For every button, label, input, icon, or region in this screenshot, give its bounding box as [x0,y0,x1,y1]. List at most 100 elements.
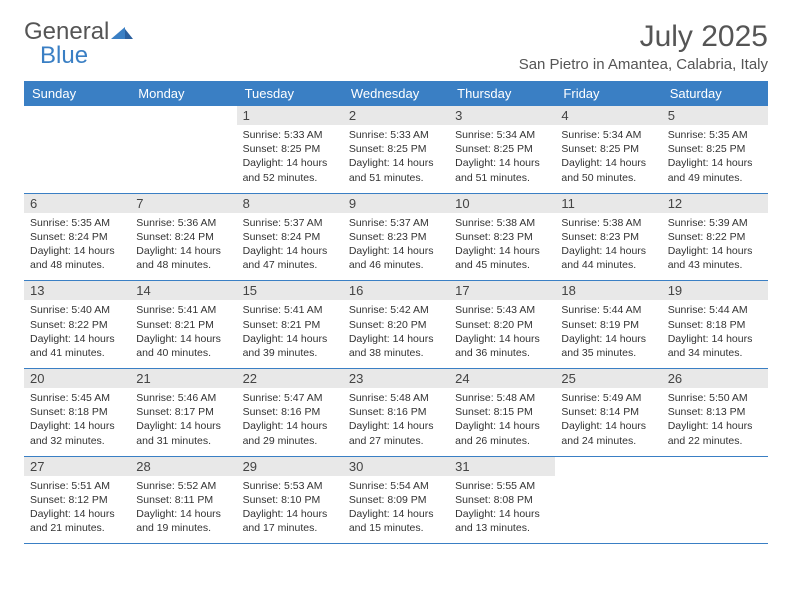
day-number-bar: 8 [237,194,343,213]
day-cell: 27 Sunrise: 5:51 AMSunset: 8:12 PMDayligh… [24,457,130,544]
day-number-bar: 3 [449,106,555,125]
day-d1: Daylight: 14 hours [349,419,443,433]
day-d1: Daylight: 14 hours [561,244,655,258]
day-number-bar: 23 [343,369,449,388]
day-cell: 12Sunrise: 5:39 AMSunset: 8:22 PMDayligh… [662,194,768,281]
day-number: 25 [561,371,655,386]
day-number-bar: 27 [24,457,130,476]
day-d2: and 13 minutes. [455,521,549,535]
day-d1: Daylight: 14 hours [668,244,762,258]
logo-text-2: Blue [40,42,88,69]
day-ss: Sunset: 8:25 PM [668,142,762,156]
day-cell: 24Sunrise: 5:48 AMSunset: 8:15 PMDayligh… [449,369,555,456]
day-number-bar: 10 [449,194,555,213]
day-number: 29 [243,459,337,474]
day-sr: Sunrise: 5:53 AM [243,479,337,493]
day-d1: Daylight: 14 hours [136,332,230,346]
day-d2: and 36 minutes. [455,346,549,360]
title-block: July 2025 San Pietro in Amantea, Calabri… [519,20,768,73]
weekday-mon: Monday [130,81,236,106]
day-sr: Sunrise: 5:51 AM [30,479,124,493]
day-number-bar: 29 [237,457,343,476]
day-number: 22 [243,371,337,386]
day-d1: Daylight: 14 hours [349,156,443,170]
day-d1: Daylight: 14 hours [243,507,337,521]
day-ss: Sunset: 8:12 PM [30,493,124,507]
day-d1: Daylight: 14 hours [243,156,337,170]
day-sr: Sunrise: 5:38 AM [455,216,549,230]
day-d1: Daylight: 14 hours [349,244,443,258]
day-ss: Sunset: 8:21 PM [243,318,337,332]
logo: General Blue [24,20,133,68]
day-d1: Daylight: 14 hours [668,419,762,433]
day-sr: Sunrise: 5:38 AM [561,216,655,230]
day-number: 27 [30,459,124,474]
logo-text-1: General [24,18,109,45]
day-ss: Sunset: 8:18 PM [668,318,762,332]
day-sr: Sunrise: 5:39 AM [668,216,762,230]
day-number: 3 [455,108,549,123]
day-number-bar: 20 [24,369,130,388]
location: San Pietro in Amantea, Calabria, Italy [519,56,768,73]
logo-mark-icon [111,23,133,44]
day-number: 28 [136,459,230,474]
day-number: 12 [668,196,762,211]
day-d2: and 22 minutes. [668,434,762,448]
day-number-bar: 11 [555,194,661,213]
day-number: 31 [455,459,549,474]
weekday-wed: Wednesday [343,81,449,106]
day-cell: 3Sunrise: 5:34 AMSunset: 8:25 PMDaylight… [449,106,555,193]
day-ss: Sunset: 8:08 PM [455,493,549,507]
weekday-thu: Thursday [449,81,555,106]
day-cell: 20Sunrise: 5:45 AMSunset: 8:18 PMDayligh… [24,369,130,456]
day-sr: Sunrise: 5:33 AM [349,128,443,142]
day-cell: 9Sunrise: 5:37 AMSunset: 8:23 PMDaylight… [343,194,449,281]
day-ss: Sunset: 8:16 PM [243,405,337,419]
day-number: 17 [455,283,549,298]
day-number-bar: 12 [662,194,768,213]
day-cell: 29Sunrise: 5:53 AMSunset: 8:10 PMDayligh… [237,457,343,544]
day-ss: Sunset: 8:09 PM [349,493,443,507]
day-number: 1 [243,108,337,123]
day-ss: Sunset: 8:16 PM [349,405,443,419]
day-cell: 16Sunrise: 5:42 AMSunset: 8:20 PMDayligh… [343,281,449,368]
day-sr: Sunrise: 5:34 AM [455,128,549,142]
day-d1: Daylight: 14 hours [136,419,230,433]
day-sr: Sunrise: 5:33 AM [243,128,337,142]
day-number-bar: 21 [130,369,236,388]
weekday-row: Sunday Monday Tuesday Wednesday Thursday… [24,81,768,106]
day-d1: Daylight: 14 hours [561,332,655,346]
day-d2: and 44 minutes. [561,258,655,272]
day-number: 16 [349,283,443,298]
day-cell: 30Sunrise: 5:54 AMSunset: 8:09 PMDayligh… [343,457,449,544]
day-d1: Daylight: 14 hours [455,244,549,258]
day-sr: Sunrise: 5:34 AM [561,128,655,142]
day-cell: 2Sunrise: 5:33 AMSunset: 8:25 PMDaylight… [343,106,449,193]
day-number-bar: 28 [130,457,236,476]
day-ss: Sunset: 8:25 PM [455,142,549,156]
day-cell: 23Sunrise: 5:48 AMSunset: 8:16 PMDayligh… [343,369,449,456]
day-d2: and 49 minutes. [668,171,762,185]
day-cell: 7Sunrise: 5:36 AMSunset: 8:24 PMDaylight… [130,194,236,281]
day-ss: Sunset: 8:15 PM [455,405,549,419]
day-d1: Daylight: 14 hours [136,507,230,521]
day-d1: Daylight: 14 hours [30,332,124,346]
day-d2: and 52 minutes. [243,171,337,185]
day-d1: Daylight: 14 hours [243,244,337,258]
day-cell: 5Sunrise: 5:35 AMSunset: 8:25 PMDaylight… [662,106,768,193]
day-d1: Daylight: 14 hours [30,244,124,258]
day-number: 14 [136,283,230,298]
day-d2: and 47 minutes. [243,258,337,272]
day-number: 5 [668,108,762,123]
day-d1: Daylight: 14 hours [30,507,124,521]
day-ss: Sunset: 8:20 PM [349,318,443,332]
week-row: 20Sunrise: 5:45 AMSunset: 8:18 PMDayligh… [24,369,768,457]
day-sr: Sunrise: 5:37 AM [243,216,337,230]
day-sr: Sunrise: 5:35 AM [30,216,124,230]
day-cell: 25Sunrise: 5:49 AMSunset: 8:14 PMDayligh… [555,369,661,456]
day-number: 18 [561,283,655,298]
day-number: 19 [668,283,762,298]
day-sr: Sunrise: 5:49 AM [561,391,655,405]
day-d1: Daylight: 14 hours [455,507,549,521]
day-cell: 31Sunrise: 5:55 AMSunset: 8:08 PMDayligh… [449,457,555,544]
